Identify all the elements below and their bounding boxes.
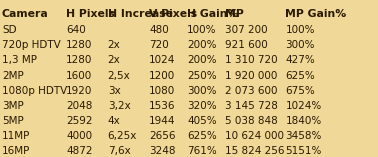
Text: 4872: 4872 xyxy=(66,146,93,156)
Text: 3 145 728: 3 145 728 xyxy=(225,101,278,111)
Text: 1536: 1536 xyxy=(149,101,176,111)
Text: 720: 720 xyxy=(149,40,169,50)
Text: 5151%: 5151% xyxy=(285,146,322,156)
Text: 4x: 4x xyxy=(108,116,121,126)
Text: 100%: 100% xyxy=(187,25,217,35)
Text: SD: SD xyxy=(2,25,17,35)
Text: H Pixels: H Pixels xyxy=(66,9,115,19)
Text: 761%: 761% xyxy=(187,146,217,156)
Text: 11MP: 11MP xyxy=(2,131,30,141)
Text: 1920: 1920 xyxy=(66,86,93,96)
Text: Camera: Camera xyxy=(2,9,49,19)
Text: 300%: 300% xyxy=(285,40,315,50)
Text: 3248: 3248 xyxy=(149,146,176,156)
Text: 675%: 675% xyxy=(285,86,315,96)
Text: 1840%: 1840% xyxy=(285,116,322,126)
Text: 4000: 4000 xyxy=(66,131,92,141)
Text: 5 038 848: 5 038 848 xyxy=(225,116,278,126)
Text: 7,6x: 7,6x xyxy=(108,146,130,156)
Text: 1024: 1024 xyxy=(149,55,176,65)
Text: 320%: 320% xyxy=(187,101,217,111)
Text: 2592: 2592 xyxy=(66,116,93,126)
Text: 1280: 1280 xyxy=(66,40,93,50)
Text: MP: MP xyxy=(225,9,244,19)
Text: 3,2x: 3,2x xyxy=(108,101,130,111)
Text: 3MP: 3MP xyxy=(2,101,24,111)
Text: 100%: 100% xyxy=(285,25,315,35)
Text: 3x: 3x xyxy=(108,86,121,96)
Text: 625%: 625% xyxy=(285,70,315,81)
Text: V Pixels: V Pixels xyxy=(149,9,197,19)
Text: 2 073 600: 2 073 600 xyxy=(225,86,277,96)
Text: 2x: 2x xyxy=(108,40,121,50)
Text: 1080p HDTV: 1080p HDTV xyxy=(2,86,67,96)
Text: 300%: 300% xyxy=(187,86,217,96)
Text: 15 824 256: 15 824 256 xyxy=(225,146,284,156)
Text: 307 200: 307 200 xyxy=(225,25,268,35)
Text: 640: 640 xyxy=(66,25,86,35)
Text: 16MP: 16MP xyxy=(2,146,30,156)
Text: 3458%: 3458% xyxy=(285,131,322,141)
Text: 2656: 2656 xyxy=(149,131,176,141)
Text: 200%: 200% xyxy=(187,40,217,50)
Text: 921 600: 921 600 xyxy=(225,40,268,50)
Text: 625%: 625% xyxy=(187,131,217,141)
Text: 2MP: 2MP xyxy=(2,70,24,81)
Text: 1,3 MP: 1,3 MP xyxy=(2,55,37,65)
Text: 1280: 1280 xyxy=(66,55,93,65)
Text: 2x: 2x xyxy=(108,55,121,65)
Text: 1944: 1944 xyxy=(149,116,176,126)
Text: H Gain%: H Gain% xyxy=(187,9,239,19)
Text: 480: 480 xyxy=(149,25,169,35)
Text: 1024%: 1024% xyxy=(285,101,322,111)
Text: 720p HDTV: 720p HDTV xyxy=(2,40,60,50)
Text: 427%: 427% xyxy=(285,55,315,65)
Text: 1 310 720: 1 310 720 xyxy=(225,55,277,65)
Text: 1600: 1600 xyxy=(66,70,92,81)
Text: 5MP: 5MP xyxy=(2,116,24,126)
Text: 10 624 000: 10 624 000 xyxy=(225,131,284,141)
Text: 2048: 2048 xyxy=(66,101,93,111)
Text: MP Gain%: MP Gain% xyxy=(285,9,347,19)
Text: 200%: 200% xyxy=(187,55,217,65)
Text: 2,5x: 2,5x xyxy=(108,70,130,81)
Text: 1080: 1080 xyxy=(149,86,175,96)
Text: 1200: 1200 xyxy=(149,70,175,81)
Text: 250%: 250% xyxy=(187,70,217,81)
Text: 6,25x: 6,25x xyxy=(108,131,137,141)
Text: 1 920 000: 1 920 000 xyxy=(225,70,277,81)
Text: 405%: 405% xyxy=(187,116,217,126)
Text: H Increase: H Increase xyxy=(108,9,173,19)
